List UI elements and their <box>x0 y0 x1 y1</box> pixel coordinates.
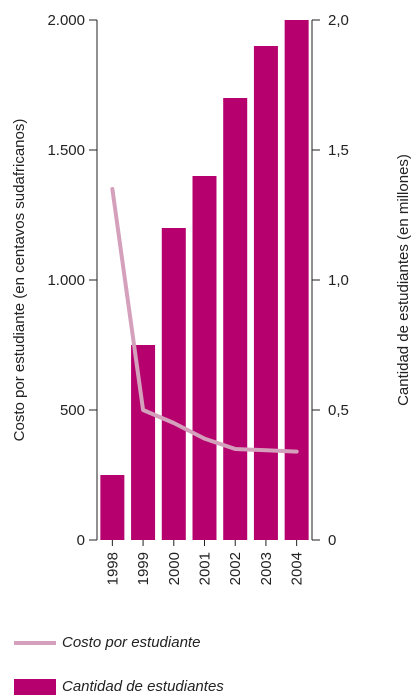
legend-line: Costo por estudiante <box>14 634 200 651</box>
x-tick-label-1998: 1998 <box>104 552 121 585</box>
x-tick-label-2000: 2000 <box>166 552 183 585</box>
bar-1998 <box>100 475 125 540</box>
right-tick-label: 2,0 <box>328 12 349 29</box>
x-tick-label-2003: 2003 <box>258 552 275 585</box>
right-tick-label: 1,0 <box>328 272 349 289</box>
right-tick-label: 1,5 <box>328 142 349 159</box>
bar-2002 <box>223 98 248 540</box>
bar-2001 <box>192 176 217 540</box>
left-tick-label: 500 <box>60 402 85 419</box>
right-tick-label: 0 <box>328 532 336 549</box>
x-tick-label-2002: 2002 <box>227 552 244 585</box>
legend-bar: Cantidad de estudiantes <box>14 678 224 696</box>
legend-bar-swatch <box>14 679 56 696</box>
plot-area: 0 500 1.000 1.500 2.000 0 0,5 1,0 1,5 2,0 1998 1999… <box>47 12 348 585</box>
x-tick-label-1999: 1999 <box>135 552 152 585</box>
bar-2000 <box>161 228 186 540</box>
legend-line-label: Costo por estudiante <box>62 634 201 651</box>
bar-2004 <box>284 20 309 540</box>
right-axis-title: Cantidad de estudiantes (en millones) <box>395 154 412 406</box>
left-axis-title: Costo por estudiante (en centavos sudafr… <box>11 119 28 442</box>
left-tick-label: 0 <box>77 532 85 549</box>
legend-line-swatch <box>14 641 56 646</box>
right-tick-label: 0,5 <box>328 402 349 419</box>
legend-bar-label: Cantidad de estudiantes <box>62 678 224 695</box>
x-tick-label-2004: 2004 <box>289 552 306 585</box>
left-tick-label: 1.500 <box>47 142 85 159</box>
left-tick-label: 1.000 <box>47 272 85 289</box>
left-tick-label: 2.000 <box>47 12 85 29</box>
bar-1999 <box>131 345 156 540</box>
bar-2003 <box>253 46 278 540</box>
x-tick-label-2001: 2001 <box>197 552 214 585</box>
